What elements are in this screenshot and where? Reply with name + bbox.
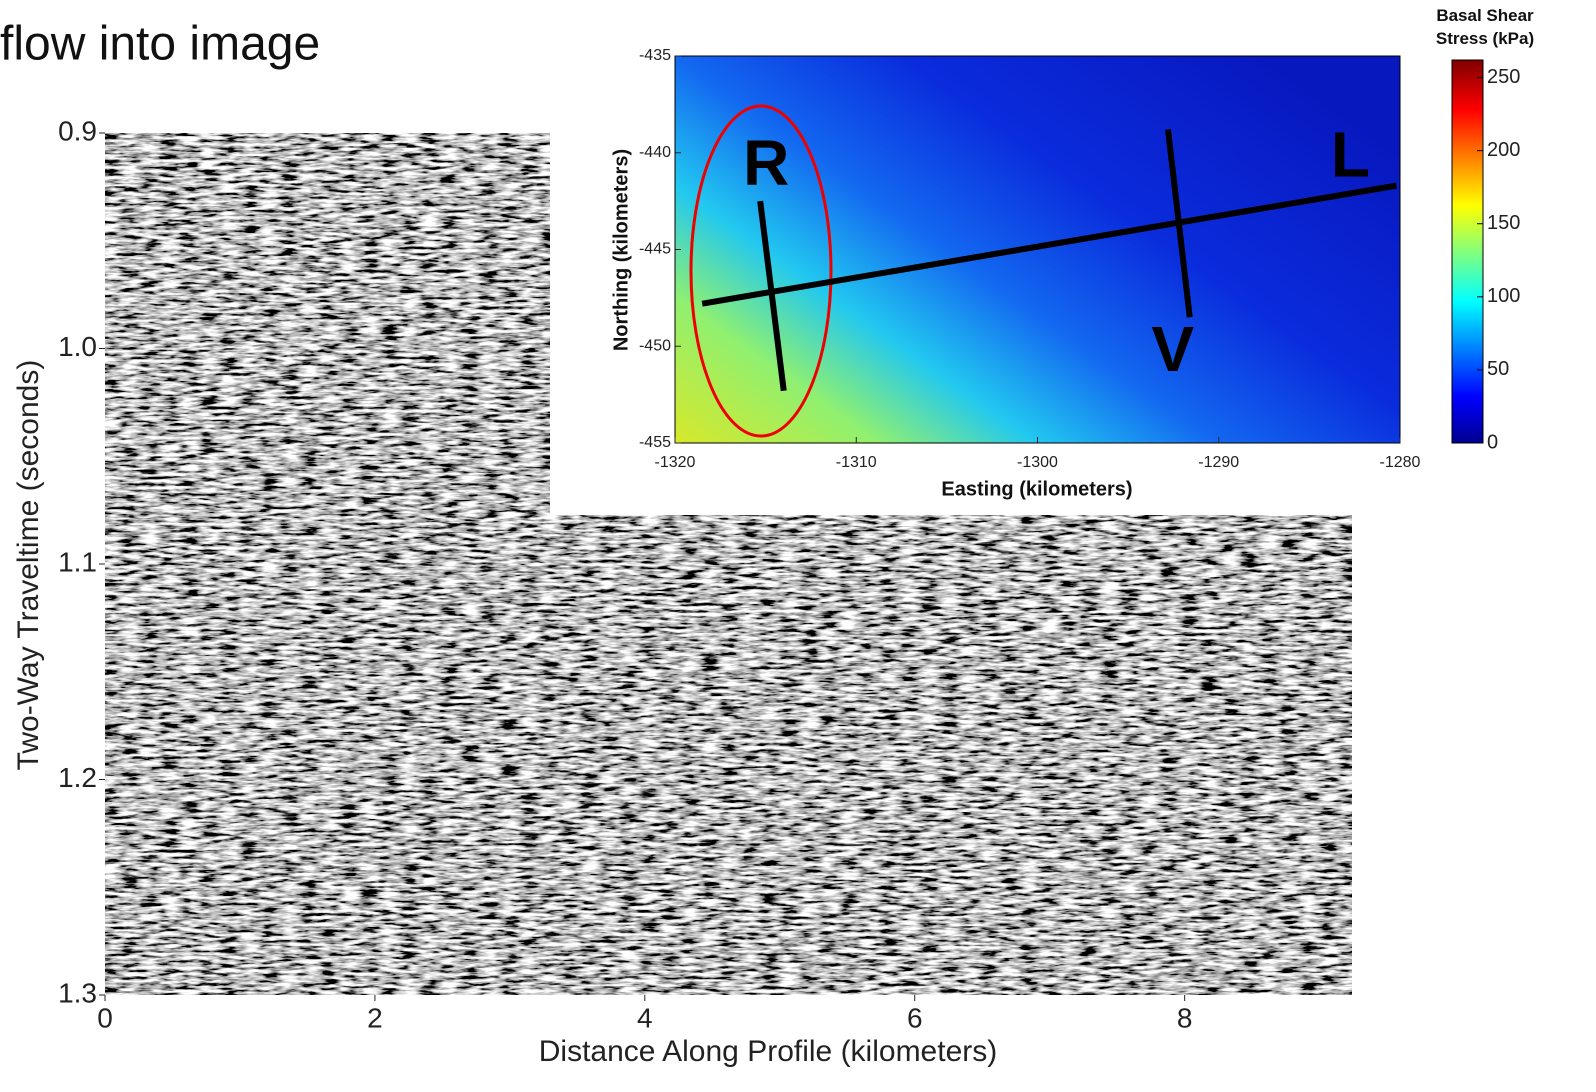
x-tick-label: -1320 <box>655 454 696 471</box>
y-tick-label: -455 <box>639 434 671 451</box>
x-tick-label: 2 <box>367 1002 383 1033</box>
colorbar-tick-label: 0 <box>1487 431 1498 453</box>
x-tick-label: 6 <box>907 1002 923 1033</box>
profile-label: V <box>1151 313 1194 385</box>
colorbar <box>1451 59 1484 444</box>
y-tick-label: 1.1 <box>58 546 97 577</box>
colorbar-tick-label: 250 <box>1487 66 1520 88</box>
colorbar-label: Basal Shear Stress (kPa) <box>1435 6 1535 48</box>
y-tick-label: -445 <box>639 241 671 258</box>
y-tick-label: 1.0 <box>58 331 97 362</box>
x-tick-label: -1300 <box>1017 454 1058 471</box>
colorbar-tick-label: 50 <box>1487 358 1509 380</box>
profile-label: L <box>1331 119 1370 191</box>
y-tick-label: 0.9 <box>58 115 97 146</box>
profile-line <box>757 200 787 392</box>
y-axis-label: Northing (kilometers) <box>610 149 632 351</box>
profile-line <box>701 182 1397 307</box>
y-tick-label: 1.2 <box>58 762 97 793</box>
x-tick-label: 8 <box>1177 1002 1193 1033</box>
x-tick-label: 4 <box>637 1002 653 1033</box>
y-tick-label: -435 <box>639 47 671 64</box>
profile-label: R <box>743 127 789 199</box>
y-axis-label: Two-Way Traveltime (seconds) <box>12 360 45 771</box>
x-axis-label: Easting (kilometers) <box>941 478 1132 500</box>
y-tick-label: -450 <box>639 337 671 354</box>
x-axis-label: Distance Along Profile (kilometers) <box>539 1035 998 1068</box>
x-tick-label: -1290 <box>1198 454 1239 471</box>
colorbar-label-text: Basal Shear Stress (kPa) <box>1435 6 1535 48</box>
colorbar-tick-label: 150 <box>1487 212 1520 234</box>
colorbar-tick-label: 100 <box>1487 285 1520 307</box>
x-tick-label: -1310 <box>836 454 877 471</box>
page-title: flow into image <box>0 18 320 71</box>
x-tick-label: 0 <box>97 1002 113 1033</box>
y-tick-label: 1.3 <box>58 977 97 1008</box>
colorbar-tick-label: 200 <box>1487 139 1520 161</box>
x-tick-label: -1280 <box>1380 454 1421 471</box>
profile-line <box>1165 129 1193 318</box>
y-tick-label: -440 <box>639 144 671 161</box>
highlight-ellipse <box>689 104 833 438</box>
